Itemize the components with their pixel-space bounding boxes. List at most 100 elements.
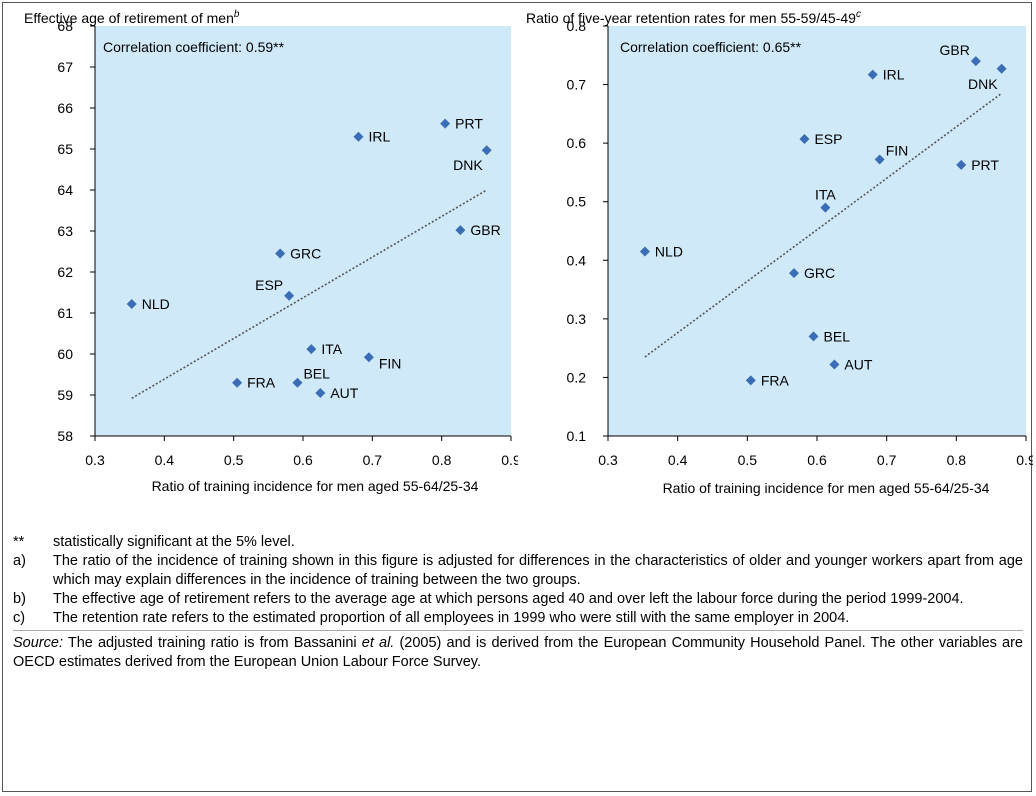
data-label-nld: NLD bbox=[655, 244, 683, 260]
note-key: b) bbox=[13, 591, 26, 607]
x-tick-label: 0.6 bbox=[807, 452, 827, 468]
data-label-bel: BEL bbox=[303, 366, 330, 382]
data-label-ita: ITA bbox=[321, 341, 342, 357]
source-text-2: (2005) and is derived from the European … bbox=[13, 635, 1023, 670]
y-tick-label: 66 bbox=[57, 100, 73, 116]
correlation-annotation: Correlation coefficient: 0.59** bbox=[103, 39, 285, 55]
chart-title-footnote-mark: b bbox=[234, 9, 240, 20]
data-point-fra bbox=[745, 375, 756, 386]
data-point-dnk bbox=[481, 145, 492, 156]
data-label-aut: AUT bbox=[330, 385, 358, 401]
x-tick-label: 0.5 bbox=[738, 452, 758, 468]
chart-title: Effective age of retirement of menb bbox=[24, 9, 240, 26]
note-text: The ratio of the incidence of training s… bbox=[53, 553, 1023, 588]
data-label-fin: FIN bbox=[886, 143, 909, 159]
x-tick-label: 0.4 bbox=[668, 452, 688, 468]
data-point-nld bbox=[639, 246, 650, 257]
note-b: b) The effective age of retirement refer… bbox=[13, 590, 1023, 609]
chart-title-footnote-mark: c bbox=[856, 9, 861, 20]
data-point-irl bbox=[867, 69, 878, 80]
y-tick-label: 0.5 bbox=[567, 194, 587, 210]
data-label-prt: PRT bbox=[455, 116, 483, 132]
notes-section: ** statistically significant at the 5% l… bbox=[13, 533, 1023, 672]
y-tick-label: 0.7 bbox=[567, 77, 587, 93]
data-point-esp bbox=[284, 290, 295, 301]
correlation-annotation: Correlation coefficient: 0.65** bbox=[620, 39, 802, 55]
data-point-esp bbox=[799, 134, 810, 145]
chart-title: Ratio of five-year retention rates for m… bbox=[526, 9, 861, 26]
plot-area bbox=[608, 26, 1026, 436]
note-c: c) The retention rate refers to the esti… bbox=[13, 609, 1023, 631]
data-label-grc: GRC bbox=[804, 265, 835, 281]
y-tick-label: 59 bbox=[57, 387, 73, 403]
y-tick-label: 58 bbox=[57, 428, 73, 444]
plot-area bbox=[95, 26, 511, 436]
data-label-nld: NLD bbox=[142, 296, 170, 312]
y-tick-label: 60 bbox=[57, 346, 73, 362]
data-point-dnk bbox=[996, 63, 1007, 74]
x-tick-label: 0.7 bbox=[363, 452, 383, 468]
data-point-prt bbox=[440, 118, 451, 129]
trend-line bbox=[131, 189, 488, 399]
data-label-fra: FRA bbox=[247, 375, 276, 391]
source-et-al: et al. bbox=[361, 635, 395, 651]
data-point-fin bbox=[874, 154, 885, 165]
note-text: The effective age of retirement refers t… bbox=[53, 591, 964, 607]
data-point-prt bbox=[956, 159, 967, 170]
data-label-gbr: GBR bbox=[939, 42, 969, 58]
y-tick-label: 63 bbox=[57, 223, 73, 239]
data-point-gbr bbox=[970, 56, 981, 67]
data-label-grc: GRC bbox=[290, 246, 321, 262]
data-point-ita bbox=[306, 344, 317, 355]
x-tick-label: 0.8 bbox=[432, 452, 452, 468]
y-tick-label: 0.8 bbox=[567, 18, 587, 34]
trend-line bbox=[644, 92, 1003, 358]
data-point-gbr bbox=[455, 225, 466, 236]
x-tick-label: 0.8 bbox=[947, 452, 967, 468]
data-label-fin: FIN bbox=[379, 355, 402, 371]
x-tick-label: 0.4 bbox=[155, 452, 175, 468]
data-label-bel: BEL bbox=[824, 328, 851, 344]
source-label: Source: bbox=[13, 635, 63, 651]
x-tick-label: 0.5 bbox=[224, 452, 244, 468]
y-tick-label: 0.4 bbox=[567, 252, 587, 268]
data-point-aut bbox=[829, 359, 840, 370]
x-tick-label: 0.6 bbox=[293, 452, 313, 468]
note-key: c) bbox=[13, 610, 26, 626]
data-label-prt: PRT bbox=[971, 157, 999, 173]
y-tick-label: 68 bbox=[57, 18, 73, 34]
note-text: The retention rate refers to the estimat… bbox=[53, 610, 850, 626]
data-point-irl bbox=[353, 131, 364, 142]
data-label-esp: ESP bbox=[255, 277, 283, 293]
x-axis-label: Ratio of training incidence for men aged… bbox=[663, 480, 990, 496]
y-tick-label: 0.3 bbox=[567, 311, 587, 327]
data-label-dnk: DNK bbox=[453, 157, 483, 173]
y-tick-label: 64 bbox=[57, 182, 73, 198]
data-label-esp: ESP bbox=[814, 131, 842, 147]
x-tick-label: 0.9 bbox=[501, 452, 518, 468]
data-label-aut: AUT bbox=[844, 357, 872, 373]
y-tick-label: 0.1 bbox=[567, 428, 587, 444]
chart-retirement-age: Effective age of retirement of menb 58 59 6… bbox=[24, 9, 518, 494]
y-tick-label: 62 bbox=[57, 264, 73, 280]
data-point-aut bbox=[315, 387, 326, 398]
data-point-fra bbox=[232, 377, 243, 388]
x-axis-label: Ratio of training incidence for men aged… bbox=[152, 478, 479, 494]
data-label-ita: ITA bbox=[815, 187, 836, 203]
data-label-fra: FRA bbox=[761, 372, 790, 388]
x-tick-label: 0.3 bbox=[598, 452, 618, 468]
data-point-grc bbox=[789, 268, 800, 279]
data-point-grc bbox=[275, 248, 286, 259]
data-point-fin bbox=[363, 352, 374, 363]
y-tick-label: 61 bbox=[57, 305, 73, 321]
note-key: a) bbox=[13, 553, 26, 569]
data-label-irl: IRL bbox=[883, 67, 905, 83]
data-label-irl: IRL bbox=[368, 129, 390, 145]
x-tick-label: 0.7 bbox=[877, 452, 897, 468]
y-tick-label: 67 bbox=[57, 59, 73, 75]
y-tick-label: 65 bbox=[57, 141, 73, 157]
chart-retention-rates: Ratio of five-year retention rates for m… bbox=[526, 9, 1033, 496]
source-note: Source: The adjusted training ratio is f… bbox=[13, 634, 1023, 672]
data-point-bel bbox=[292, 377, 303, 388]
